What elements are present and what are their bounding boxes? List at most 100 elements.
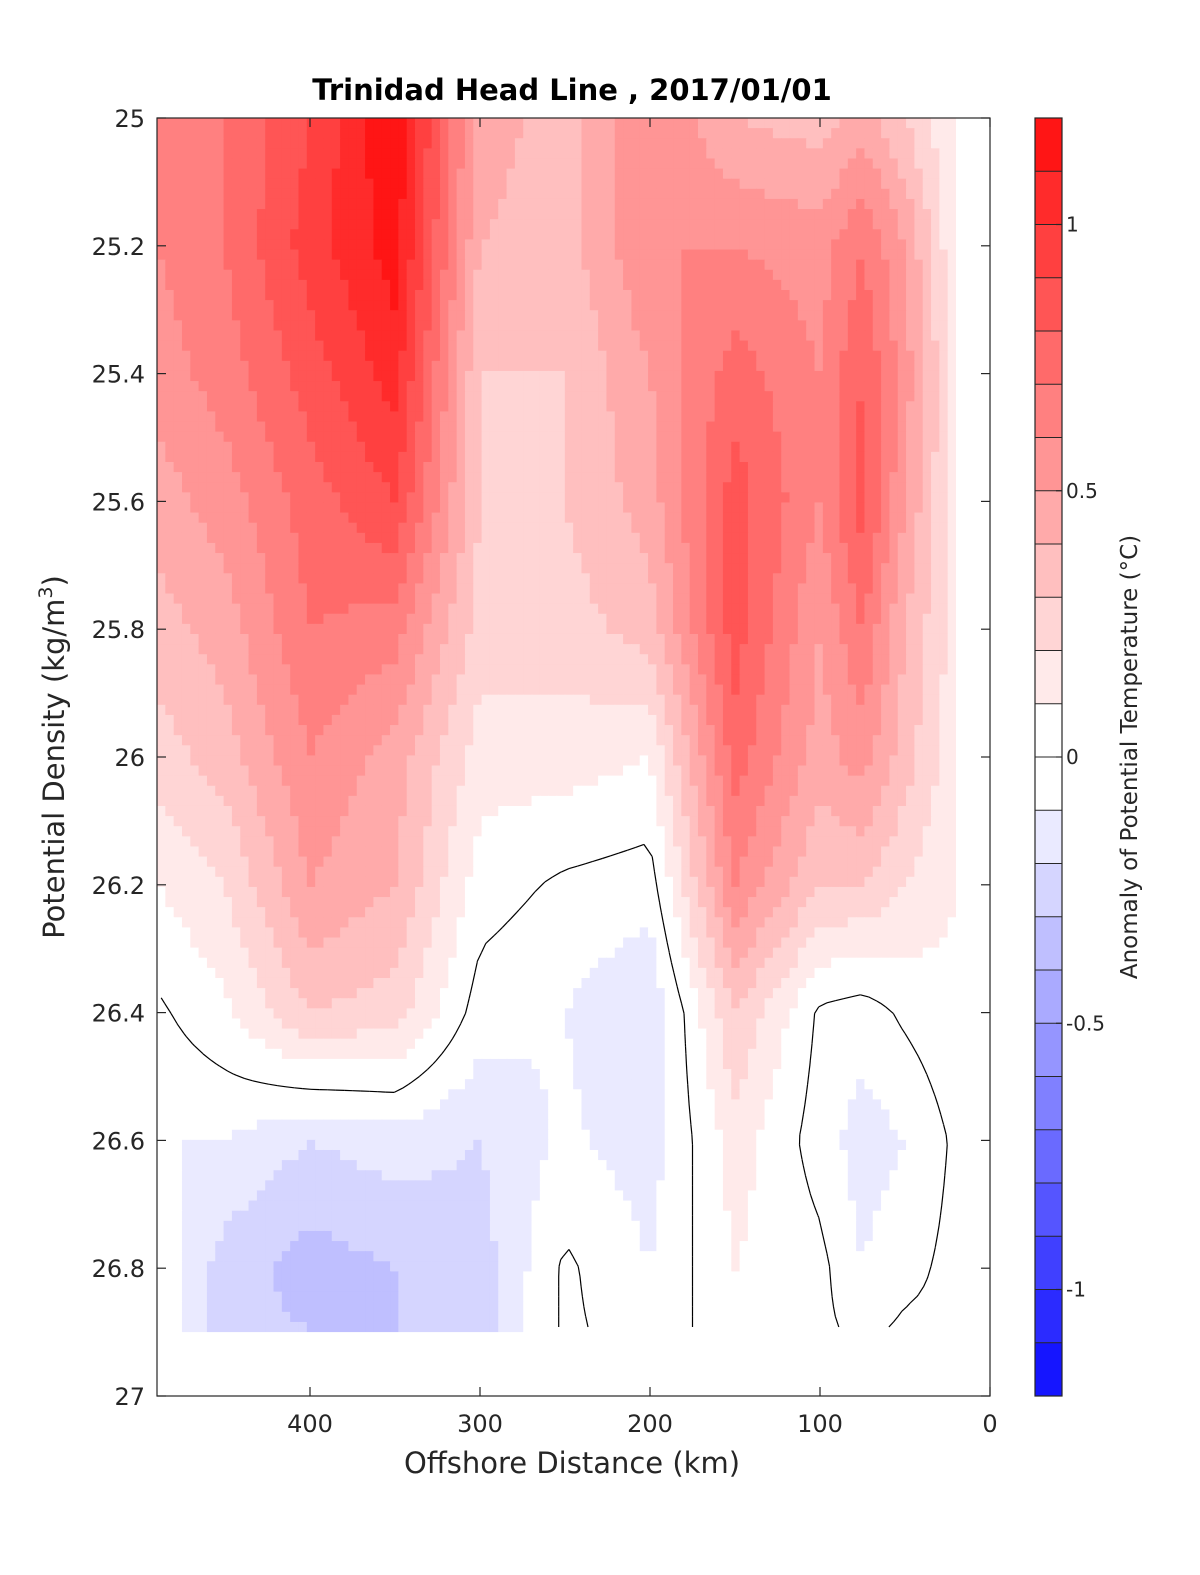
heat-cell — [681, 158, 691, 170]
heat-cell — [165, 451, 175, 463]
heat-cell — [706, 381, 716, 392]
heat-cell — [531, 350, 541, 362]
heat-cell — [897, 259, 907, 271]
heat-cell — [631, 492, 641, 504]
heat-cell — [681, 492, 691, 504]
heat-cell — [806, 553, 816, 564]
heat-cell — [439, 522, 449, 534]
heat-cell — [439, 593, 449, 605]
heat-cell — [606, 320, 616, 332]
heat-cell — [198, 188, 208, 200]
heat-cell — [539, 370, 549, 382]
heat-cell — [439, 542, 449, 554]
heat-cell — [747, 401, 757, 413]
heat-cell — [481, 421, 491, 433]
heat-cell — [548, 259, 558, 271]
heat-cell — [181, 421, 191, 433]
heat-cell — [681, 411, 691, 423]
heat-cell — [856, 198, 866, 210]
heat-cell — [697, 633, 707, 645]
heat-cell — [797, 542, 807, 554]
heat-cell — [922, 603, 932, 615]
heat-cell — [806, 512, 816, 524]
heat-cell — [231, 462, 241, 473]
heat-cell — [831, 229, 841, 241]
heat-cell — [523, 512, 533, 524]
heat-cell — [298, 421, 308, 433]
heat-cell — [398, 370, 408, 382]
heat-cell — [864, 188, 874, 200]
heat-cell — [764, 279, 774, 291]
heat-cell — [439, 431, 449, 443]
heat-cell — [306, 381, 316, 392]
heat-cell — [531, 118, 541, 129]
heat-cell — [631, 391, 641, 402]
heat-cell — [398, 502, 408, 514]
heat-cell — [456, 401, 466, 413]
heat-cell — [589, 563, 599, 574]
heat-cell — [697, 158, 707, 170]
heat-cell — [681, 209, 691, 220]
heat-cell — [764, 300, 774, 311]
heat-cell — [498, 583, 508, 595]
heat-cell — [231, 502, 241, 514]
heat-cell — [190, 482, 200, 493]
heat-cell — [847, 563, 857, 574]
heat-cell — [806, 431, 816, 443]
heat-cell — [181, 401, 191, 413]
heat-cell — [648, 118, 657, 129]
heat-cell — [248, 492, 258, 504]
heat-cell — [697, 502, 707, 514]
heat-cell — [448, 118, 458, 129]
heat-cell — [231, 542, 241, 554]
heat-cell — [814, 209, 824, 220]
heat-cell — [298, 178, 308, 190]
heat-cell — [373, 340, 383, 352]
heat-cell — [365, 168, 374, 180]
heat-cell — [639, 542, 649, 554]
heat-cell — [897, 542, 907, 554]
heat-cell — [181, 259, 191, 271]
heat-cell — [731, 411, 741, 423]
heat-cell — [614, 239, 624, 251]
heat-cell — [331, 482, 341, 493]
heat-cell — [598, 472, 608, 483]
heat-cell — [789, 482, 799, 493]
heat-cell — [581, 472, 591, 483]
heat-cell — [556, 300, 566, 311]
heat-cell — [697, 391, 707, 402]
heat-cell — [706, 209, 716, 220]
heat-cell — [789, 249, 799, 261]
heat-cell — [573, 370, 583, 382]
heat-cell — [240, 249, 250, 261]
heat-cell — [531, 290, 541, 301]
heat-cell — [240, 330, 250, 342]
heat-cell — [431, 330, 441, 342]
heat-cell — [722, 178, 732, 190]
heat-cell — [431, 623, 441, 635]
heat-cell — [664, 401, 674, 413]
heat-cell — [739, 219, 749, 230]
heat-cell — [947, 441, 957, 453]
heat-cell — [340, 209, 350, 220]
heat-cell — [881, 269, 891, 281]
heat-cell — [681, 148, 691, 160]
heat-cell — [847, 512, 857, 524]
heat-cell — [664, 542, 674, 554]
heat-cell — [731, 178, 741, 190]
heat-cell — [797, 188, 807, 200]
heat-cell — [581, 623, 591, 635]
heat-cell — [697, 573, 707, 585]
heat-cell — [506, 118, 516, 129]
heat-cell — [881, 451, 891, 463]
heat-cell — [781, 158, 791, 170]
heat-cell — [356, 411, 366, 423]
heat-cell — [872, 502, 882, 514]
heat-cell — [531, 542, 541, 554]
heat-cell — [231, 522, 241, 534]
heat-cell — [456, 209, 466, 220]
heat-cell — [223, 330, 233, 342]
heat-cell — [722, 229, 732, 241]
heat-cell — [281, 239, 291, 251]
heat-cell — [872, 522, 882, 534]
